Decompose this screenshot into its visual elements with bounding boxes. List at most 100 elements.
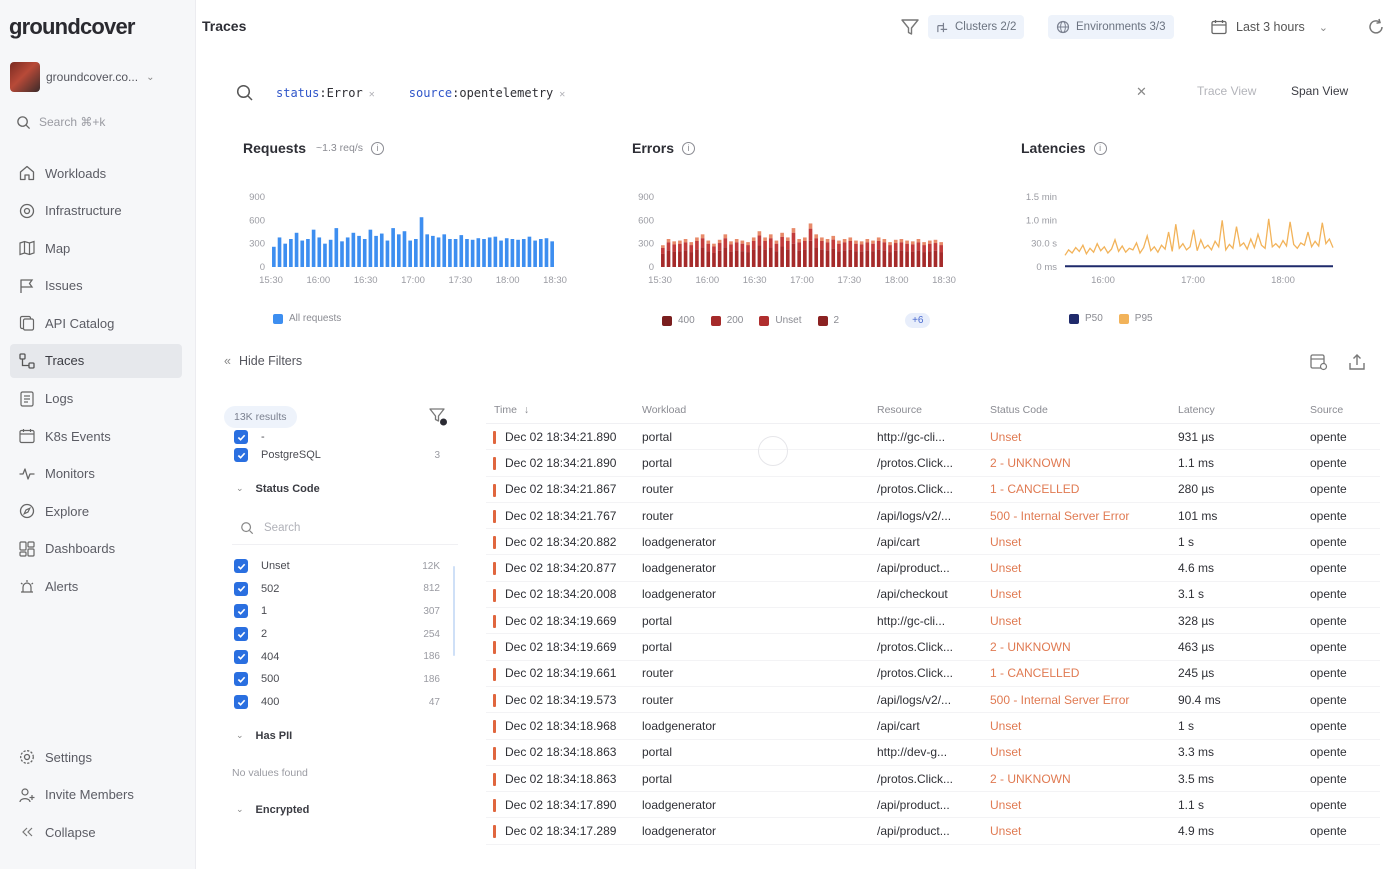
filter-option[interactable]: Unset 12K [224, 555, 464, 578]
sort-down-icon[interactable]: ↓ [523, 403, 530, 416]
legend-item[interactable]: 200 [710, 315, 743, 326]
sidebar-item-collapse[interactable]: Collapse [10, 815, 182, 849]
resource-column-header[interactable]: Resource [877, 403, 922, 416]
span-view-button[interactable]: Span View [1291, 84, 1349, 98]
sidebar-item-k8s-events[interactable]: K8s Events [10, 419, 182, 453]
table-row[interactable]: Dec 02 18:34:17.289 loadgenerator/api/pro… [486, 818, 1380, 845]
sidebar-item-workloads[interactable]: Workloads [10, 156, 182, 190]
requests-plot[interactable]: 900 600 300 0 15:30 16:00 16:30 17:00 17:30 18:00… [243, 185, 573, 295]
refresh-icon[interactable] [1366, 17, 1386, 37]
sidebar-item-alerts[interactable]: Alerts [10, 570, 182, 604]
table-row[interactable]: Dec 02 18:34:18.863 portal/protos.Click..… [486, 766, 1380, 793]
info-icon[interactable]: i [1093, 141, 1107, 155]
error-bar-segment [888, 252, 892, 267]
latencies-plot[interactable]: 1.5 min 1.0 min 30.0 s 0 ms 16:00 17:00 18:00 [1021, 185, 1351, 295]
table-row[interactable]: Dec 02 18:34:21.867 router/protos.Click..… [486, 477, 1380, 503]
checkbox[interactable] [234, 581, 248, 596]
columns-settings-icon[interactable] [1309, 352, 1329, 372]
sidebar-item-logs[interactable]: Logs [10, 382, 182, 416]
checkbox[interactable] [234, 672, 248, 687]
close-icon[interactable]: ✕ [368, 89, 375, 100]
filter-option[interactable]: 400 47 [224, 691, 464, 714]
sidebar-search[interactable]: Search ⌘+k [10, 109, 186, 135]
legend-item[interactable]: Unset [759, 315, 802, 326]
sidebar-item-monitors[interactable]: Monitors [10, 457, 182, 491]
filter-option[interactable]: PostgreSQL 3 [224, 444, 464, 467]
info-icon[interactable]: i [682, 141, 696, 155]
legend-item[interactable]: P95 [1118, 313, 1153, 324]
sidebar-item-infrastructure[interactable]: Infrastructure [10, 194, 182, 228]
workload-column-header[interactable]: Workload [642, 403, 687, 416]
checkbox[interactable] [234, 649, 248, 664]
table-row[interactable]: Dec 02 18:34:21.767 router/api/logs/v2/..… [486, 503, 1380, 530]
hide-filters-button[interactable]: « Hide Filters [224, 354, 302, 368]
table-row[interactable]: Dec 02 18:34:18.863 portal http://dev-g...… [486, 740, 1380, 766]
errors-plot[interactable]: 900 600 300 0 15:30 16:00 16:30 17:00 17:30 18:00… [632, 185, 962, 295]
source-column-header[interactable]: Source [1310, 403, 1344, 416]
query-token-source[interactable]: source:opentelemetry ✕ [408, 86, 566, 100]
table-row[interactable]: Dec 02 18:34:19.669 portal/protos.Click..… [486, 634, 1380, 661]
checkbox[interactable] [234, 604, 248, 619]
encrypted-section[interactable]: ⌄ Encrypted [224, 788, 464, 832]
table-row[interactable]: Dec 02 18:34:19.661 router/protos.Click..… [486, 661, 1380, 687]
sidebar-item-invite-members[interactable]: Invite Members [10, 778, 182, 812]
checkbox[interactable] [234, 627, 248, 642]
status-cell: Unset [990, 587, 1022, 602]
sidebar-item-dashboards[interactable]: Dashboards [10, 532, 182, 566]
table-row[interactable]: Dec 02 18:34:21.890 portal/protos.Click..… [486, 450, 1380, 477]
legend-more-badge[interactable]: +6 [905, 313, 931, 328]
query-token-status[interactable]: status:Error ✕ [276, 86, 375, 100]
request-bar [328, 239, 333, 267]
checkbox[interactable] [234, 559, 248, 574]
close-icon[interactable]: ✕ [559, 89, 566, 100]
clear-query-icon[interactable]: ✕ [1136, 84, 1147, 99]
legend-item[interactable]: P50 [1069, 313, 1103, 324]
checkbox[interactable] [234, 448, 248, 463]
filter-option[interactable]: 502 812 [224, 577, 464, 600]
sidebar-item-api-catalog[interactable]: API Catalog [10, 306, 182, 340]
environments-filter[interactable]: Environments 3/3 [1048, 15, 1174, 39]
table-row[interactable]: Dec 02 18:34:21.890 portal http://gc-cli..… [486, 424, 1380, 451]
filters-scrollbar[interactable] [453, 566, 455, 656]
table-row[interactable]: Dec 02 18:34:19.669 portal http://gc-cli..… [486, 608, 1380, 635]
filter-icon[interactable] [900, 17, 920, 37]
filter-option[interactable]: 404 186 [224, 645, 464, 668]
trace-view-button[interactable]: Trace View [1197, 84, 1257, 98]
table-row[interactable]: Dec 02 18:34:20.008 loadgenerator/api/che… [486, 582, 1380, 609]
export-icon[interactable] [1347, 352, 1367, 372]
error-bar-segment [768, 247, 773, 267]
table-row[interactable]: Dec 02 18:34:17.890 loadgenerator/api/pro… [486, 792, 1380, 819]
filter-option[interactable]: 500 186 [224, 668, 464, 691]
status-column-header[interactable]: Status Code [990, 403, 1048, 416]
query-bar[interactable]: status:Error ✕ source:opentelemetry ✕ ✕ Tr… [228, 76, 1380, 110]
filter-settings-icon[interactable] [428, 406, 450, 428]
sidebar-item-traces[interactable]: Traces [10, 343, 182, 378]
checkbox[interactable] [234, 695, 248, 710]
info-icon[interactable]: i [371, 141, 385, 155]
sidebar-item-issues[interactable]: Issues [10, 269, 182, 303]
checkbox[interactable] [234, 430, 248, 444]
legend-item[interactable]: 400 [662, 315, 695, 326]
legend-item[interactable]: 2 [817, 315, 839, 326]
sidebar-item-settings[interactable]: Settings [10, 740, 182, 774]
filter-option[interactable]: 1 307 [224, 600, 464, 623]
groundcover-logo[interactable]: groundcover [9, 14, 135, 39]
request-bar [516, 239, 520, 267]
table-row[interactable]: Dec 02 18:34:20.877 loadgenerator/api/pro… [486, 555, 1380, 582]
time-range-picker[interactable]: Last 3 hours ⌄ [1210, 15, 1328, 39]
org-switcher[interactable]: groundcover.co... ⌄ [10, 62, 186, 92]
status-code-search[interactable]: Search [232, 513, 458, 545]
clusters-filter[interactable]: Clusters 2/2 [928, 15, 1025, 39]
table-row[interactable]: Dec 02 18:34:19.573 router/api/logs/v2/..… [486, 687, 1380, 714]
time-column-header[interactable]: Time ↓ [486, 404, 642, 416]
filter-option[interactable]: - [224, 430, 464, 444]
legend-item[interactable]: All requests [273, 313, 341, 324]
sidebar-item-explore[interactable]: Explore [10, 494, 182, 528]
sidebar-item-map[interactable]: Map [10, 231, 182, 265]
status-code-section[interactable]: ⌄ Status Code [224, 467, 464, 511]
table-row[interactable]: Dec 02 18:34:18.968 loadgenerator/api/car… [486, 713, 1380, 740]
has-pii-section[interactable]: ⌄ Has PII [224, 714, 464, 758]
filter-option[interactable]: 2 254 [224, 623, 464, 646]
table-row[interactable]: Dec 02 18:34:20.882 loadgenerator/api/car… [486, 529, 1380, 556]
latency-column-header[interactable]: Latency [1178, 403, 1215, 416]
